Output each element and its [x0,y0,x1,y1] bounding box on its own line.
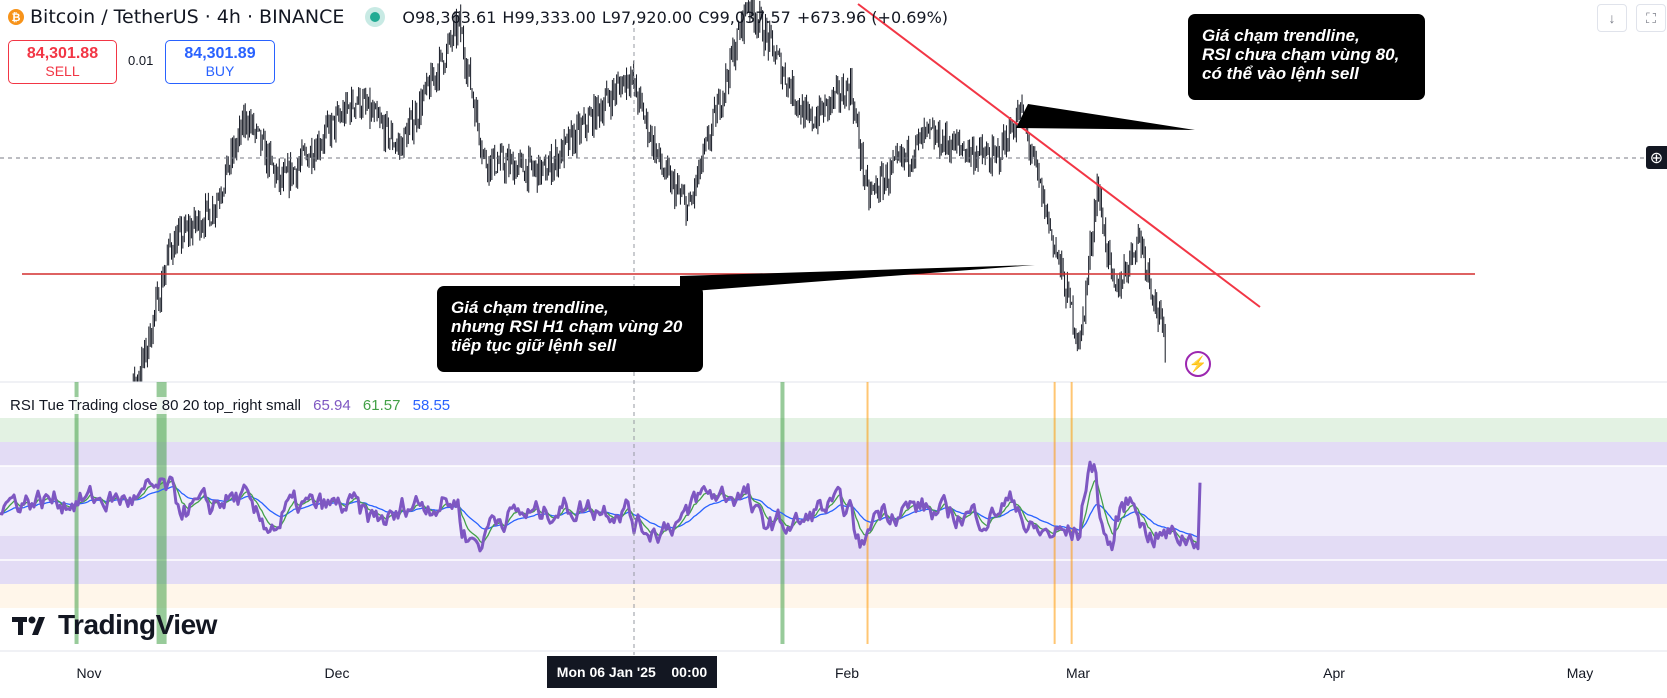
tradingview-logo-text: TradingView [58,609,217,640]
buy-label: BUY [205,63,235,79]
rsi-ma2-value: 58.55 [412,397,451,414]
add-alert-icon[interactable]: ⊕ [1646,146,1667,169]
bottom-callout-line: Giá chạm trendline, [451,298,609,317]
open-value: O98,363.61 [402,7,497,27]
download-icon[interactable]: ↓ [1597,4,1627,32]
x-axis-label: Apr [1323,665,1345,681]
rsi-legend-title: RSI Tue Trading close 80 20 top_right sm… [10,397,301,414]
x-axis-label: Mar [1065,665,1091,681]
rsi-overbought-band [0,442,1667,466]
symbol-header: ₿ Bitcoin / TetherUS · 4h · BINANCE O98,… [0,0,954,34]
top-callout-line: RSI chưa chạm vùng 80, [1202,45,1400,64]
x-axis-label: May [1566,665,1594,681]
top-callout-line: Giá chạm trendline, [1202,26,1360,45]
symbol-title[interactable]: Bitcoin / TetherUS · 4h · BINANCE [30,6,345,28]
bottom-callout[interactable]: Giá chạm trendline, nhưng RSI H1 chạm vù… [437,286,703,372]
change-value: +673.96 (+0.69%) [796,7,949,27]
market-status-icon [370,12,381,22]
rsi-signal-bar [780,382,785,644]
quantity-value[interactable]: 0.01 [128,53,154,68]
rsi-upper-zone [0,418,1667,442]
buy-button[interactable]: 84,301.89 BUY [165,40,275,84]
sell-label: SELL [45,63,80,79]
rsi-line [0,460,1202,553]
lightning-icon[interactable]: ⚡ [1185,351,1211,377]
time-crosshair-label: Mon 06 Jan '25 00:00 [547,656,717,688]
x-axis-label: Feb [834,665,860,681]
tradingview-logo[interactable]: TradingView [12,609,217,641]
top-callout-pointer [1016,104,1195,130]
buy-price: 84,301.89 [184,45,256,62]
x-axis-label: Dec [324,665,350,681]
rsi-signal-bar [866,382,869,644]
time-crosshair-text: Mon 06 Jan '25 00:00 [556,664,708,680]
price-pane[interactable] [0,0,1667,464]
top-callout[interactable]: Giá chạm trendline, RSI chưa chạm vùng 8… [1188,14,1425,100]
bitcoin-icon[interactable]: ₿ [8,9,24,25]
x-axis-label: Nov [76,665,102,681]
tradingview-logo-icon [12,616,45,635]
low-value: L97,920.00 [601,7,693,27]
rsi-pane[interactable] [0,382,1667,652]
top-callout-line: có thể vào lệnh sell [1202,64,1359,83]
rsi-lower-zone [0,584,1667,608]
close-value: C99,037.57 [698,7,791,27]
sell-price: 84,301.88 [26,45,99,62]
rsi-legend[interactable]: RSI Tue Trading close 80 20 top_right sm… [8,397,461,414]
bottom-callout-line: nhưng RSI H1 chạm vùng 20 [451,317,683,336]
fullscreen-icon[interactable]: ⛶ [1636,4,1666,32]
sell-button[interactable]: 84,301.88 SELL [8,40,117,84]
rsi-signal-bar [1053,382,1056,644]
trend-line [857,3,1261,308]
bottom-callout-pointer [680,265,1035,292]
high-value: H99,333.00 [502,7,596,27]
rsi-signal-bar [156,382,167,644]
candles [132,0,1166,382]
rsi-signal-bar [1070,382,1073,644]
rsi-value: 65.94 [313,397,351,414]
rsi-signal-bar [74,382,79,644]
rsi-ma-value: 61.57 [362,397,401,414]
bottom-callout-line: tiếp tục giữ lệnh sell [451,336,617,355]
